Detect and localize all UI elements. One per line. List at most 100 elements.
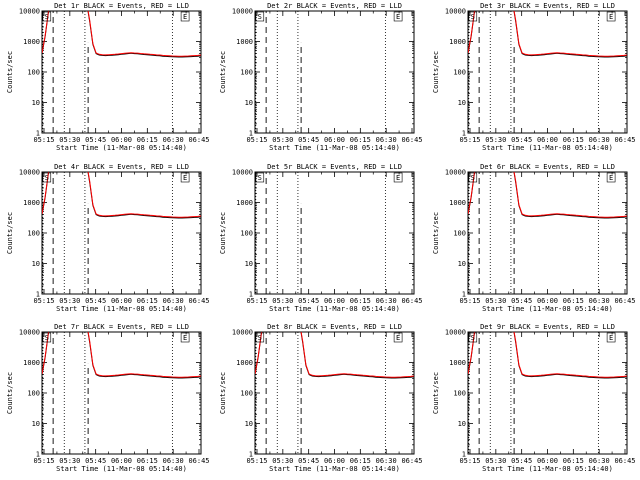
y-axis-label: Counts/sec <box>6 51 14 93</box>
y-tick-label: 1000 <box>449 199 466 207</box>
x-tick-label: 05:30 <box>485 457 506 465</box>
series-group <box>468 332 627 379</box>
y-tick-label: 1 <box>249 130 253 138</box>
chart-panel-8: Det 8r BLACK = Events, RED = LLD 1 10 100 10… <box>219 323 423 473</box>
y-tick-label: 10000 <box>19 169 40 177</box>
x-tick-label: 06:15 <box>137 136 158 144</box>
chart-panel-7: Det 7r BLACK = Events, RED = LLD 1 10 100 10… <box>6 323 210 473</box>
y-axis-label: Counts/sec <box>219 212 227 254</box>
series-group <box>468 11 627 58</box>
x-tick-label: 05:45 <box>85 136 106 144</box>
x-tick-label: 05:45 <box>298 136 319 144</box>
chart-title: Det 8r BLACK = Events, RED = LLD <box>267 323 402 331</box>
x-tick-label: 06:00 <box>324 297 345 305</box>
x-axis-label: Start Time (11-Mar-08 05:14:40) <box>482 305 613 313</box>
end-marker-label: E <box>396 334 400 342</box>
end-marker-label: E <box>609 13 613 21</box>
plot-frame <box>254 331 415 455</box>
x-tick-label: 05:15 <box>459 136 480 144</box>
y-axis-label: Counts/sec <box>219 372 227 414</box>
plot-frame <box>467 331 628 455</box>
y-tick-label: 1000 <box>23 359 40 367</box>
series-events-line <box>468 332 627 379</box>
start-marker-label: S <box>258 174 262 182</box>
y-axis-label: Counts/sec <box>6 212 14 254</box>
start-marker-label: S <box>471 174 475 182</box>
end-marker-box <box>606 172 616 183</box>
x-tick-label: 06:00 <box>111 297 132 305</box>
end-marker-label: E <box>183 174 187 182</box>
y-tick-label: 10000 <box>232 8 253 16</box>
x-tick-label: 06:30 <box>376 297 397 305</box>
x-tick-label: 06:30 <box>589 136 610 144</box>
end-marker-box <box>393 172 403 183</box>
start-marker-label: S <box>258 334 262 342</box>
x-tick-label: 05:15 <box>246 457 267 465</box>
chart-title: Det 9r BLACK = Events, RED = LLD <box>480 323 615 331</box>
plot-frame <box>467 10 628 134</box>
series-lld-line <box>468 332 627 378</box>
y-tick-label: 1000 <box>236 199 253 207</box>
chart-panel-2: Det 2r BLACK = Events, RED = LLD 1 10 100 10… <box>219 2 423 152</box>
x-tick-label: 06:30 <box>589 297 610 305</box>
x-tick-label: 06:45 <box>614 297 635 305</box>
x-axis-label: Start Time (11-Mar-08 05:14:40) <box>482 144 613 152</box>
series-events-line <box>468 11 627 58</box>
plot-frame <box>41 331 202 455</box>
x-tick-label: 06:45 <box>614 457 635 465</box>
x-tick-label: 05:30 <box>59 297 80 305</box>
chart-title: Det 6r BLACK = Events, RED = LLD <box>480 163 615 171</box>
y-tick-label: 10 <box>245 99 253 107</box>
x-tick-label: 06:15 <box>563 297 584 305</box>
x-tick-label: 06:45 <box>401 136 422 144</box>
series-lld-line <box>468 172 627 218</box>
chart-title: Det 2r BLACK = Events, RED = LLD <box>267 2 402 10</box>
y-axis-label: Counts/sec <box>432 372 440 414</box>
start-marker-box <box>42 332 52 343</box>
x-tick-label: 06:45 <box>188 297 209 305</box>
y-axis-label: Counts/sec <box>432 212 440 254</box>
x-tick-label: 06:45 <box>614 136 635 144</box>
start-marker-box <box>255 332 265 343</box>
y-axis-label: Counts/sec <box>219 51 227 93</box>
y-tick-label: 1 <box>36 130 40 138</box>
y-tick-label: 10 <box>458 420 466 428</box>
x-tick-label: 05:15 <box>246 297 267 305</box>
start-marker-box <box>255 11 265 22</box>
x-tick-label: 05:45 <box>298 457 319 465</box>
x-tick-label: 06:45 <box>401 457 422 465</box>
x-tick-label: 06:00 <box>537 297 558 305</box>
plot-frame <box>41 171 202 295</box>
x-tick-label: 06:15 <box>350 457 371 465</box>
y-tick-label: 10 <box>32 420 40 428</box>
x-tick-label: 05:45 <box>85 297 106 305</box>
x-tick-label: 05:30 <box>272 297 293 305</box>
end-marker-label: E <box>183 334 187 342</box>
x-tick-label: 06:00 <box>111 457 132 465</box>
x-tick-label: 06:45 <box>188 136 209 144</box>
end-marker-box <box>393 11 403 22</box>
x-tick-label: 05:30 <box>272 457 293 465</box>
plot-frame <box>254 10 415 134</box>
series-group <box>42 332 201 379</box>
start-marker-label: S <box>471 13 475 21</box>
start-marker-box <box>255 172 265 183</box>
x-tick-label: 06:00 <box>324 136 345 144</box>
y-tick-label: 1 <box>36 291 40 299</box>
x-tick-label: 05:15 <box>459 297 480 305</box>
y-tick-label: 1 <box>462 451 466 459</box>
y-tick-label: 10000 <box>445 8 466 16</box>
series-events-line <box>42 11 201 58</box>
x-axis-label: Start Time (11-Mar-08 05:14:40) <box>482 465 613 473</box>
y-tick-label: 1 <box>249 291 253 299</box>
end-marker-box <box>180 11 190 22</box>
series-lld-line <box>42 332 201 378</box>
chart-title: Det 7r BLACK = Events, RED = LLD <box>54 323 189 331</box>
y-tick-label: 10000 <box>445 169 466 177</box>
y-tick-label: 10000 <box>19 329 40 337</box>
y-tick-label: 1000 <box>449 359 466 367</box>
x-axis-label: Start Time (11-Mar-08 05:14:40) <box>56 144 187 152</box>
end-marker-label: E <box>396 174 400 182</box>
y-tick-label: 1000 <box>236 38 253 46</box>
y-tick-label: 10 <box>245 260 253 268</box>
